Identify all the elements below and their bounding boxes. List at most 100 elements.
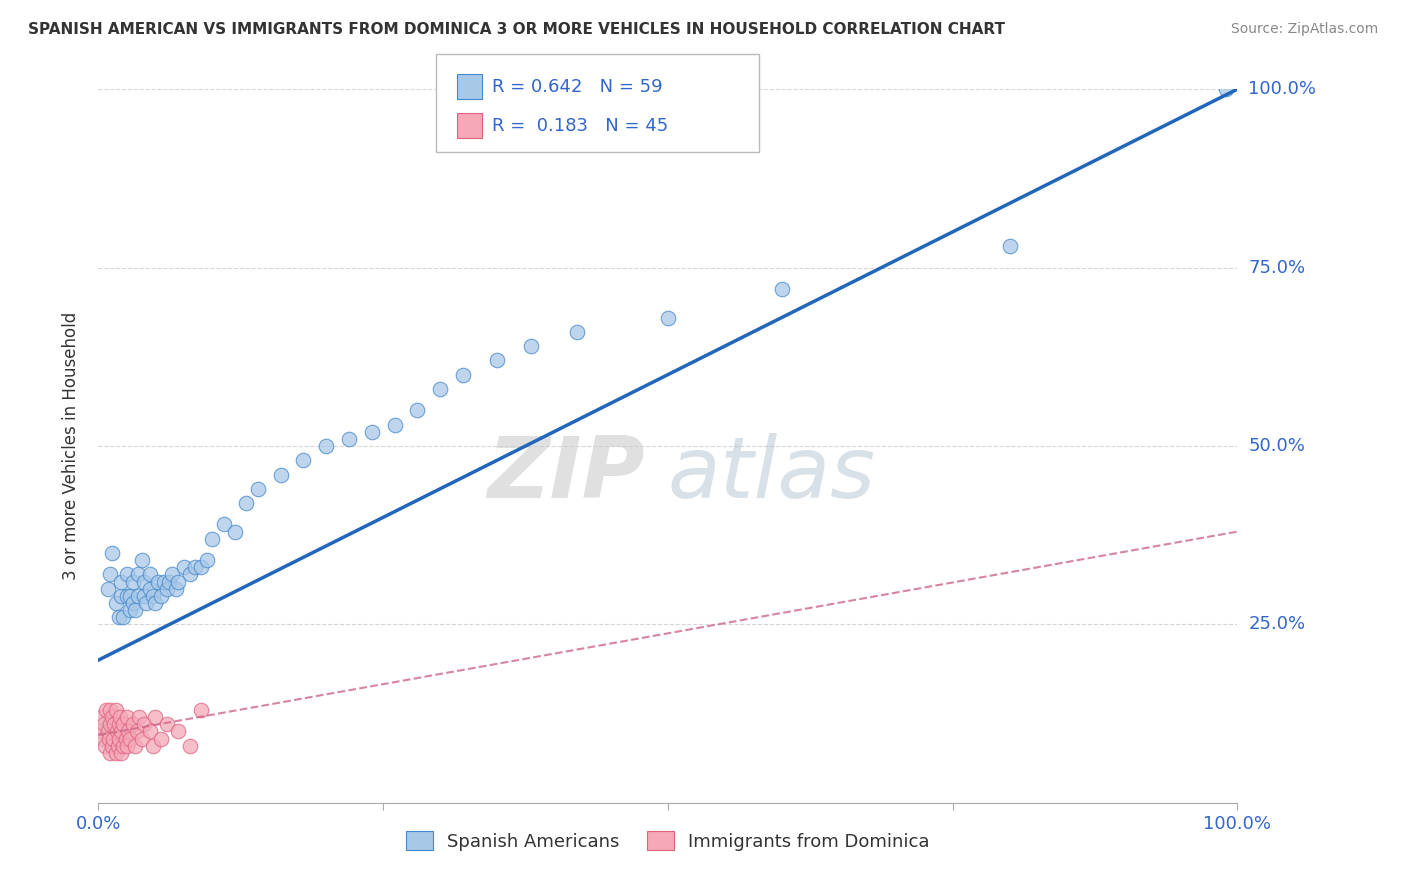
Point xyxy=(94,739,117,753)
Point xyxy=(135,596,157,610)
Point xyxy=(292,453,315,467)
Text: ZIP: ZIP xyxy=(488,433,645,516)
Point xyxy=(127,567,149,582)
Point xyxy=(108,717,131,731)
Point xyxy=(104,746,127,760)
Point xyxy=(146,574,169,589)
Point xyxy=(121,574,143,589)
Point xyxy=(98,703,121,717)
Point xyxy=(145,596,167,610)
Point xyxy=(110,589,132,603)
Point xyxy=(165,582,187,596)
Point xyxy=(138,582,160,596)
Point xyxy=(315,439,337,453)
Point xyxy=(156,717,179,731)
Point xyxy=(112,610,135,624)
Point xyxy=(121,717,143,731)
Point xyxy=(91,731,114,746)
Text: 25.0%: 25.0% xyxy=(1249,615,1306,633)
Point xyxy=(120,731,142,746)
Point xyxy=(565,325,588,339)
Point xyxy=(98,567,121,582)
Point xyxy=(104,596,127,610)
Point xyxy=(153,574,176,589)
Point xyxy=(124,603,146,617)
Point xyxy=(167,724,190,739)
Point xyxy=(270,467,292,482)
Point xyxy=(145,710,167,724)
Point xyxy=(150,589,173,603)
Point xyxy=(96,703,118,717)
Point xyxy=(110,574,132,589)
Point xyxy=(224,524,246,539)
Text: R = 0.642   N = 59: R = 0.642 N = 59 xyxy=(492,78,662,95)
Point xyxy=(112,739,135,753)
Point xyxy=(115,710,138,724)
Text: atlas: atlas xyxy=(668,433,876,516)
Point xyxy=(150,731,173,746)
Point xyxy=(98,717,121,731)
Point xyxy=(132,574,155,589)
Point xyxy=(246,482,269,496)
Point xyxy=(103,717,125,731)
Point xyxy=(115,567,138,582)
Point xyxy=(360,425,382,439)
Point xyxy=(179,567,201,582)
Point xyxy=(110,746,132,760)
Point xyxy=(167,574,190,589)
Point xyxy=(190,560,212,574)
Point xyxy=(173,560,195,574)
Point xyxy=(110,724,132,739)
Point xyxy=(120,603,142,617)
Point xyxy=(117,724,139,739)
Point xyxy=(770,282,793,296)
Point xyxy=(142,739,165,753)
Point xyxy=(101,546,124,560)
Point xyxy=(195,553,218,567)
Point xyxy=(156,582,179,596)
Text: 75.0%: 75.0% xyxy=(1249,259,1306,277)
Point xyxy=(93,717,115,731)
Point xyxy=(142,589,165,603)
Point xyxy=(103,731,125,746)
Point xyxy=(138,567,160,582)
Point xyxy=(451,368,474,382)
Point xyxy=(127,589,149,603)
Point xyxy=(101,710,124,724)
Point xyxy=(384,417,406,432)
Point xyxy=(190,703,212,717)
Point xyxy=(115,589,138,603)
Point xyxy=(406,403,429,417)
Point xyxy=(429,382,451,396)
Text: Source: ZipAtlas.com: Source: ZipAtlas.com xyxy=(1230,22,1378,37)
Point xyxy=(114,731,136,746)
Point xyxy=(235,496,257,510)
Point xyxy=(124,739,146,753)
Point xyxy=(127,724,149,739)
Point xyxy=(201,532,224,546)
Point xyxy=(128,710,150,724)
Point xyxy=(108,731,131,746)
Text: 50.0%: 50.0% xyxy=(1249,437,1305,455)
Point xyxy=(90,724,112,739)
Point xyxy=(98,746,121,760)
Point xyxy=(112,717,135,731)
Point xyxy=(90,710,112,724)
Point xyxy=(486,353,509,368)
Point xyxy=(132,717,155,731)
Y-axis label: 3 or more Vehicles in Household: 3 or more Vehicles in Household xyxy=(62,312,80,580)
Point xyxy=(138,724,160,739)
Point xyxy=(105,724,128,739)
Point xyxy=(121,596,143,610)
Point xyxy=(184,560,207,574)
Point xyxy=(97,731,120,746)
Point xyxy=(337,432,360,446)
Point xyxy=(1215,82,1237,96)
Point xyxy=(108,610,131,624)
Point xyxy=(179,739,201,753)
Point xyxy=(157,574,180,589)
Point xyxy=(104,703,127,717)
Point xyxy=(162,567,184,582)
Point xyxy=(520,339,543,353)
Point xyxy=(131,553,153,567)
